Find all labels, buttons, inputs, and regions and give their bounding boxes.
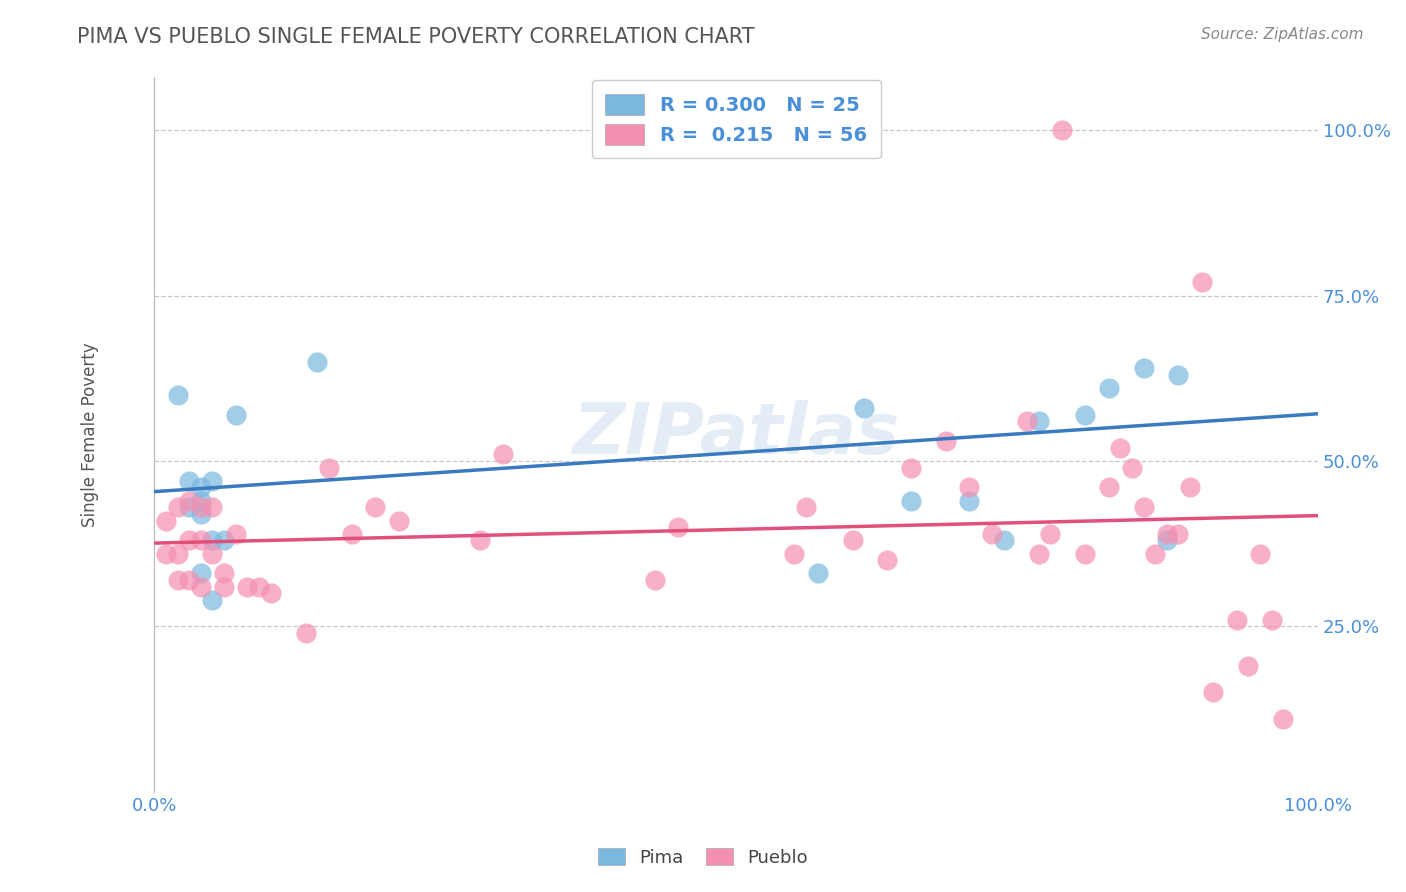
Point xyxy=(794,500,817,515)
Point xyxy=(644,573,666,587)
Point xyxy=(1191,276,1213,290)
Point xyxy=(166,500,188,515)
Point xyxy=(807,566,830,581)
Point xyxy=(340,526,363,541)
Point xyxy=(492,447,515,461)
Point xyxy=(900,493,922,508)
Point xyxy=(155,514,177,528)
Point xyxy=(1098,381,1121,395)
Point xyxy=(1144,547,1167,561)
Point xyxy=(201,500,224,515)
Point xyxy=(1156,526,1178,541)
Text: PIMA VS PUEBLO SINGLE FEMALE POVERTY CORRELATION CHART: PIMA VS PUEBLO SINGLE FEMALE POVERTY COR… xyxy=(77,27,755,46)
Point xyxy=(155,547,177,561)
Point xyxy=(1226,613,1249,627)
Point xyxy=(166,388,188,402)
Point xyxy=(201,547,224,561)
Point xyxy=(179,493,201,508)
Point xyxy=(1017,414,1039,428)
Point xyxy=(1260,613,1282,627)
Point xyxy=(725,123,748,137)
Point xyxy=(201,593,224,607)
Point xyxy=(1178,480,1201,494)
Point xyxy=(179,474,201,488)
Point xyxy=(666,520,689,534)
Point xyxy=(190,566,212,581)
Point xyxy=(1098,480,1121,494)
Text: Source: ZipAtlas.com: Source: ZipAtlas.com xyxy=(1201,27,1364,42)
Point xyxy=(1074,547,1097,561)
Point xyxy=(388,514,411,528)
Point xyxy=(190,533,212,548)
Point xyxy=(307,355,329,369)
Point xyxy=(1132,361,1154,376)
Point xyxy=(179,533,201,548)
Point xyxy=(259,586,281,600)
Point xyxy=(364,500,387,515)
Point xyxy=(853,401,876,416)
Point xyxy=(1237,659,1260,673)
Point xyxy=(841,533,863,548)
Point xyxy=(1132,500,1154,515)
Point xyxy=(900,460,922,475)
Point xyxy=(190,480,212,494)
Point xyxy=(1156,533,1178,548)
Point xyxy=(190,500,212,515)
Point xyxy=(993,533,1015,548)
Point xyxy=(294,626,316,640)
Point xyxy=(166,573,188,587)
Legend: Pima, Pueblo: Pima, Pueblo xyxy=(591,841,815,874)
Point xyxy=(212,566,235,581)
Point xyxy=(236,580,259,594)
Point xyxy=(201,474,224,488)
Point xyxy=(190,580,212,594)
Point xyxy=(1028,414,1050,428)
Point xyxy=(212,533,235,548)
Point xyxy=(957,480,980,494)
Point xyxy=(1109,441,1132,455)
Point xyxy=(190,507,212,521)
Point xyxy=(212,580,235,594)
Legend: R = 0.300   N = 25, R =  0.215   N = 56: R = 0.300 N = 25, R = 0.215 N = 56 xyxy=(592,80,880,159)
Text: ZIPatlas: ZIPatlas xyxy=(572,401,900,469)
Point xyxy=(247,580,270,594)
Text: Single Female Poverty: Single Female Poverty xyxy=(82,343,100,527)
Point xyxy=(1167,526,1189,541)
Point xyxy=(1167,368,1189,382)
Point xyxy=(957,493,980,508)
Point xyxy=(468,533,491,548)
Point xyxy=(225,526,247,541)
Point xyxy=(1050,123,1073,137)
Point xyxy=(225,408,247,422)
Point xyxy=(201,533,224,548)
Point xyxy=(981,526,1004,541)
Point xyxy=(935,434,957,449)
Point xyxy=(1074,408,1097,422)
Point xyxy=(1121,460,1143,475)
Point xyxy=(179,500,201,515)
Point xyxy=(783,547,806,561)
Point xyxy=(190,493,212,508)
Point xyxy=(1039,526,1062,541)
Point xyxy=(179,573,201,587)
Point xyxy=(876,553,898,567)
Point xyxy=(1028,547,1050,561)
Point xyxy=(318,460,340,475)
Point xyxy=(1272,712,1295,726)
Point xyxy=(1249,547,1271,561)
Point xyxy=(1202,685,1225,699)
Point xyxy=(166,547,188,561)
